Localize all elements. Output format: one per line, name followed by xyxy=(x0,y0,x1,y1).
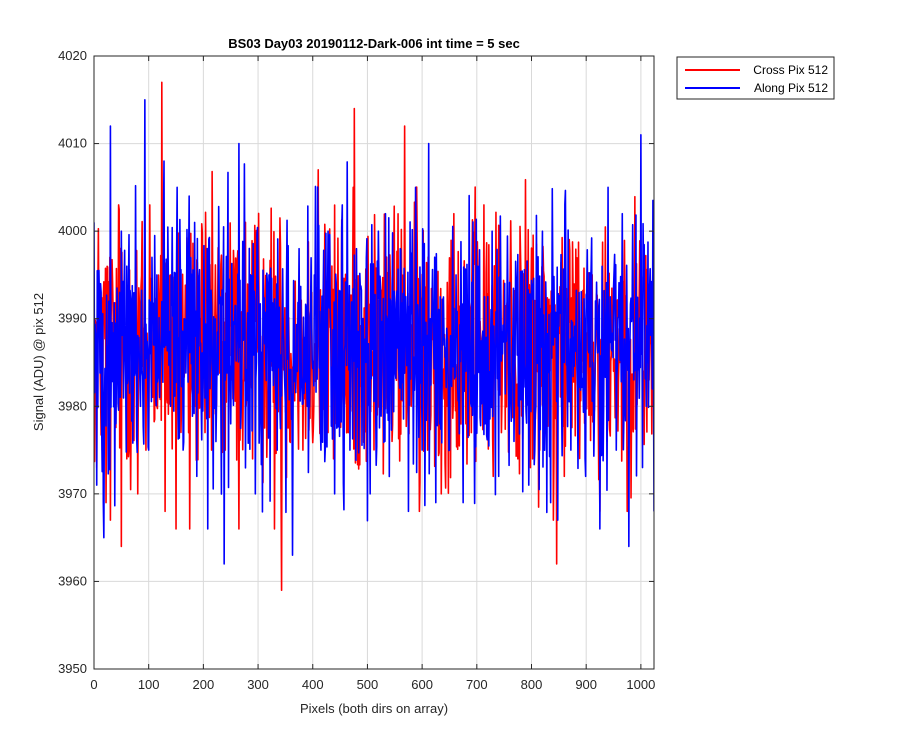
y-tick-label: 4010 xyxy=(58,136,87,151)
y-tick-label: 3970 xyxy=(58,486,87,501)
y-tick-label: 4020 xyxy=(58,48,87,63)
y-axis-label: Signal (ADU) @ pix 512 xyxy=(31,293,46,431)
series-line-along-pix-512 xyxy=(94,98,654,565)
y-tick-label: 3950 xyxy=(58,661,87,676)
legend-label-cross: Cross Pix 512 xyxy=(753,63,828,77)
x-tick-label: 200 xyxy=(193,677,215,692)
x-tick-label: 900 xyxy=(575,677,597,692)
x-tick-label: 700 xyxy=(466,677,488,692)
y-tick-label: 3980 xyxy=(58,398,87,413)
legend: Cross Pix 512 Along Pix 512 xyxy=(676,56,835,100)
y-tick-label: 3990 xyxy=(58,311,87,326)
series-layer xyxy=(94,81,654,591)
legend-label-along: Along Pix 512 xyxy=(754,81,828,95)
x-tick-label: 100 xyxy=(138,677,160,692)
x-tick-label: 300 xyxy=(247,677,269,692)
x-tick-label: 600 xyxy=(411,677,433,692)
x-tick-label: 400 xyxy=(302,677,324,692)
x-tick-label: 1000 xyxy=(626,677,655,692)
axis-ticks: 0 100 200 300 400 500 600 700 800 900 1000 3950 3960… xyxy=(58,48,655,692)
y-tick-label: 3960 xyxy=(58,573,87,588)
x-axis-label: Pixels (both dirs on array) xyxy=(300,701,448,716)
x-tick-label: 500 xyxy=(357,677,379,692)
chart-title: BS03 Day03 20190112-Dark-006 int time = … xyxy=(228,36,520,51)
x-tick-label: 800 xyxy=(521,677,543,692)
y-tick-label: 4000 xyxy=(58,223,87,238)
x-tick-label: 0 xyxy=(90,677,97,692)
plot-frame xyxy=(93,55,655,670)
legend-box xyxy=(676,56,835,100)
